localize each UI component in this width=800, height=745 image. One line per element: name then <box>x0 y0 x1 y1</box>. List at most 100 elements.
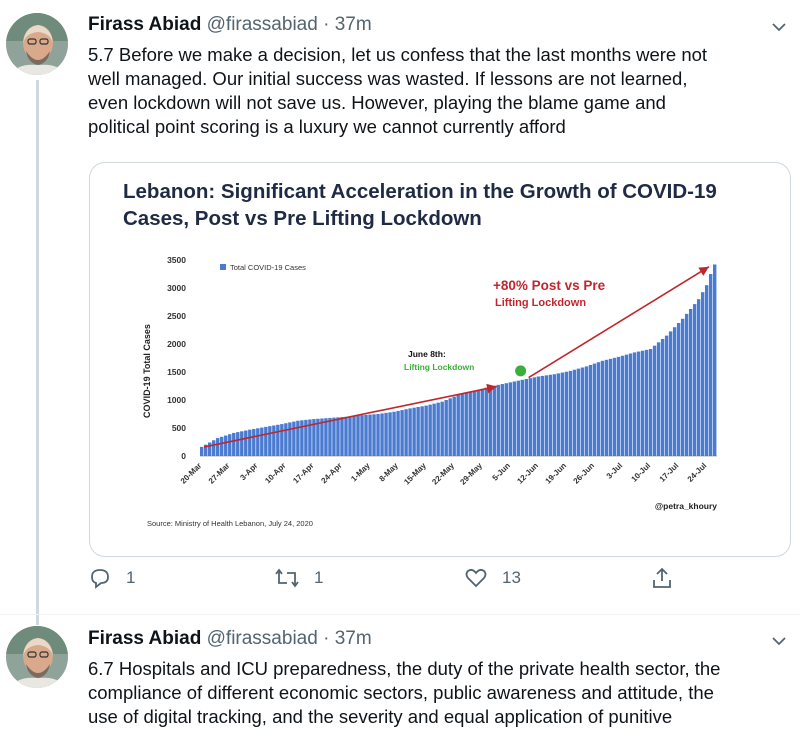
bar <box>312 419 316 456</box>
y-tick-label: 3500 <box>167 255 186 265</box>
chart-title-line: Cases, Post vs Pre Lifting Lockdown <box>123 207 482 230</box>
bar <box>684 313 689 456</box>
bar <box>320 418 324 456</box>
bar <box>468 392 472 456</box>
like-button[interactable]: 13 <box>464 566 521 590</box>
bar <box>676 323 681 456</box>
x-tick-label: 8-May <box>377 461 400 484</box>
bar <box>688 309 693 456</box>
tweet-text-line: 5.7 Before we make a decision, let us co… <box>88 44 708 65</box>
x-tick-label: 24-Jul <box>686 461 709 484</box>
bar <box>212 440 216 456</box>
bar <box>332 417 336 456</box>
x-tick-label: 17-Jul <box>658 461 681 484</box>
pre-lockdown-trend-arrow <box>203 383 497 448</box>
bar <box>300 420 304 456</box>
bar <box>540 375 545 456</box>
bar <box>608 358 613 456</box>
bar <box>616 356 621 456</box>
bar <box>580 367 585 456</box>
chevron-down-icon[interactable] <box>770 18 788 36</box>
chart-title-line: Lebanon: Significant Acceleration in the… <box>123 180 717 203</box>
bar <box>648 349 653 456</box>
bar <box>360 415 364 456</box>
bar <box>600 360 605 456</box>
bar <box>536 376 541 456</box>
bar <box>420 406 424 456</box>
bar <box>376 414 380 456</box>
bar <box>664 335 669 456</box>
bar <box>640 350 645 456</box>
bar <box>548 374 553 456</box>
bar <box>696 299 701 456</box>
share-button[interactable] <box>650 566 674 590</box>
tweet-divider <box>0 614 800 615</box>
retweet-button[interactable]: 1 <box>274 566 323 590</box>
chevron-down-icon[interactable] <box>770 632 788 650</box>
reply-button[interactable]: 1 <box>88 566 135 590</box>
tweet-text-line: well managed. Our initial success was wa… <box>88 68 688 89</box>
bar <box>448 398 452 456</box>
bar <box>436 402 440 456</box>
bar <box>440 401 444 456</box>
bar <box>592 363 597 456</box>
lockdown-marker <box>515 365 527 377</box>
bar <box>492 385 496 456</box>
bar <box>488 386 492 456</box>
bar <box>556 373 561 456</box>
bar <box>220 436 224 456</box>
bar <box>576 368 581 456</box>
bar <box>364 414 368 456</box>
tweet-2[interactable]: Firass Abiad @firassabiad · 37m 6.7 Hosp… <box>0 615 800 745</box>
bar <box>464 393 468 456</box>
x-tick-label: 22-May <box>430 461 456 487</box>
y-tick-label: 1000 <box>167 395 186 405</box>
reply-count: 1 <box>126 568 136 587</box>
author-name[interactable]: Firass Abiad <box>88 628 202 649</box>
bar <box>236 432 240 456</box>
bar <box>424 405 428 456</box>
tweet-1[interactable]: Firass Abiad @firassabiad · 37m 5.7 Befo… <box>0 0 800 614</box>
chart-source: Source: Ministry of Health Lebanon, July… <box>147 519 313 528</box>
thread-line <box>36 80 39 614</box>
x-tick-label: 3-Jul <box>605 461 625 481</box>
timestamp[interactable]: 37m <box>334 628 372 649</box>
x-tick-label: 17-Apr <box>291 461 315 485</box>
bar <box>248 429 252 456</box>
author-name[interactable]: Firass Abiad <box>88 14 202 35</box>
like-icon <box>464 566 488 590</box>
timestamp[interactable]: 37m <box>334 14 372 35</box>
tweet-text-line: 6.7 Hospitals and ICU preparedness, the … <box>88 658 721 679</box>
bar <box>560 372 565 456</box>
bar <box>280 424 284 456</box>
media-card[interactable]: Lebanon: Significant Acceleration in the… <box>89 162 791 557</box>
bar <box>692 304 697 456</box>
bar <box>392 411 396 456</box>
x-tick-label: 24-Apr <box>319 461 343 485</box>
x-tick-label: 1-May <box>349 461 372 484</box>
author-handle[interactable]: @firassabiad <box>206 14 318 35</box>
bar <box>204 444 208 456</box>
bar <box>324 418 328 456</box>
avatar[interactable] <box>6 626 68 688</box>
share-icon <box>650 566 674 590</box>
bar <box>512 381 517 456</box>
bar <box>584 366 589 456</box>
bar <box>476 389 480 456</box>
bar <box>396 410 400 456</box>
separator: · <box>323 628 330 649</box>
x-tick-label: 29-May <box>458 461 484 487</box>
bar <box>252 428 256 456</box>
legend-swatch <box>220 264 226 270</box>
bar <box>304 419 308 456</box>
bar <box>288 422 292 456</box>
y-tick-label: 2500 <box>167 311 186 321</box>
author-handle[interactable]: @firassabiad <box>206 628 318 649</box>
bar <box>708 274 713 456</box>
bar <box>604 359 609 456</box>
bar <box>368 414 372 456</box>
bar <box>256 428 260 456</box>
bar <box>284 423 288 456</box>
avatar[interactable] <box>6 13 68 75</box>
legend-label: Total COVID-19 Cases <box>230 263 306 272</box>
